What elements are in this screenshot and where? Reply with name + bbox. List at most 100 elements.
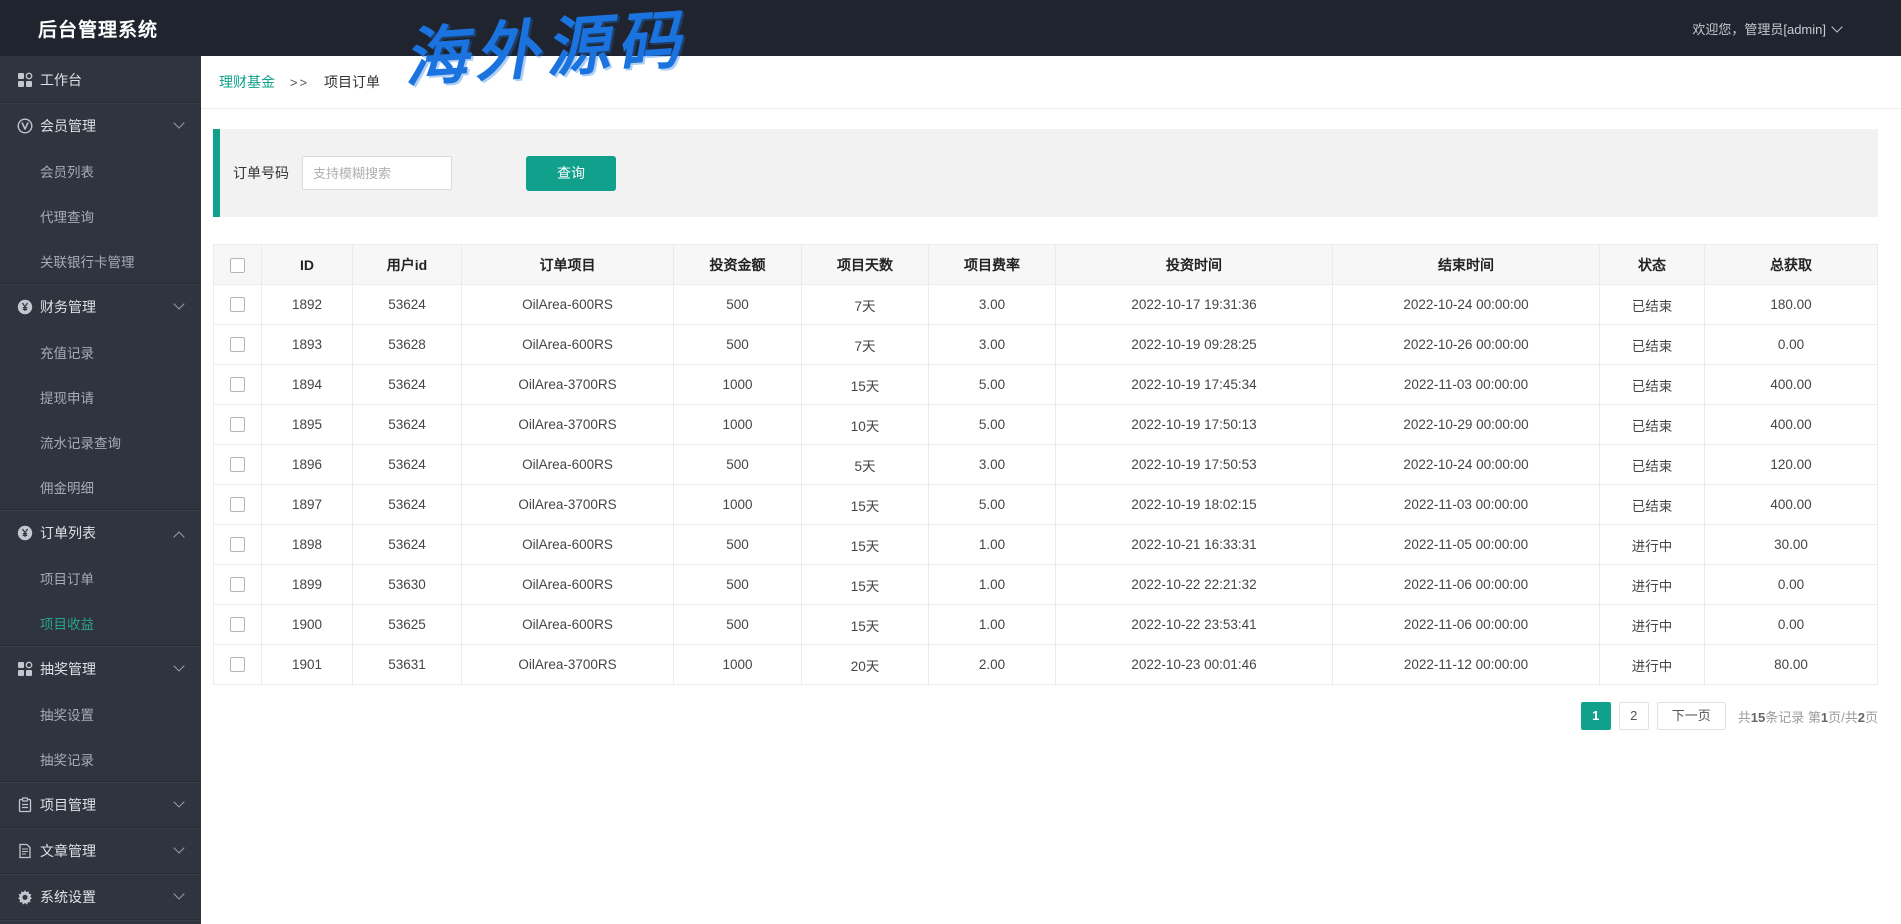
table-cell: 500 (673, 324, 802, 365)
clipboard-icon (17, 796, 40, 813)
sidebar-item-label: 代理查询 (40, 209, 94, 225)
table-cell: 15天 (801, 484, 929, 525)
table-cell: 53625 (352, 604, 462, 645)
sidebar-item-label: 财务管理 (40, 298, 96, 315)
checkbox-cell (213, 604, 262, 645)
sidebar-item-label: 提现申请 (40, 390, 94, 406)
sidebar-item-flow-record-query[interactable]: 流水记录查询 (0, 419, 201, 464)
sidebar-item-project-management[interactable]: 项目管理 (0, 782, 201, 827)
chevron-down-icon (173, 842, 185, 854)
table-cell: 0.00 (1704, 324, 1878, 365)
sidebar-item-label: 抽奖管理 (40, 660, 96, 677)
column-header: 订单项目 (461, 244, 674, 285)
checkbox-cell (213, 324, 262, 365)
sidebar-item-label: 抽奖设置 (40, 707, 94, 723)
orders-table: ID 用户id 订单项目 投资金额 项目天数 项目费率 投资时间 结束时间 状态 总获取 1892… (213, 244, 1878, 685)
sidebar-item-lottery-settings[interactable]: 抽奖设置 (0, 691, 201, 736)
grid-icon (17, 661, 40, 677)
row-checkbox[interactable] (230, 657, 245, 673)
table-cell: 53624 (352, 524, 462, 565)
checkbox-cell (213, 404, 262, 445)
table-cell: 400.00 (1704, 404, 1878, 445)
next-page-button[interactable]: 下一页 (1656, 702, 1726, 730)
table-cell: 0.00 (1704, 604, 1878, 645)
table-cell: 500 (673, 444, 802, 485)
row-checkbox[interactable] (230, 377, 245, 393)
table-cell: 进行中 (1599, 564, 1705, 605)
table-cell: 2022-11-06 00:00:00 (1332, 604, 1600, 645)
chevron-down-icon (1831, 20, 1843, 33)
table-cell: 1894 (261, 364, 353, 405)
sidebar-item-linked-bank-card-management[interactable]: 关联银行卡管理 (0, 238, 201, 283)
pagination: 1 2 下一页 共15条记录 第1页/共2页 (201, 702, 1878, 730)
sidebar-item-project-orders[interactable]: 项目订单 (0, 555, 201, 600)
table-cell: 30.00 (1704, 524, 1878, 565)
row-checkbox[interactable] (230, 537, 245, 553)
table-cell: 7天 (801, 284, 929, 325)
search-panel: 订单号码 查询 (213, 129, 1878, 217)
table-row: 1892 53624 OilArea-600RS 500 7天 3.00 2022-10-1… (213, 284, 1878, 325)
breadcrumb-separator: >> (289, 75, 310, 90)
row-checkbox[interactable] (230, 577, 245, 593)
sidebar-item-project-earnings[interactable]: 项目收益 (0, 600, 201, 645)
table-row: 1900 53625 OilArea-600RS 500 15天 1.00 2022-10-… (213, 604, 1878, 645)
table-row: 1896 53624 OilArea-600RS 500 5天 3.00 2022-10-1… (213, 444, 1878, 485)
table-cell: OilArea-3700RS (461, 404, 674, 445)
sidebar-group: 项目管理 (0, 782, 201, 828)
row-checkbox[interactable] (230, 497, 245, 513)
sidebar-item-agent-query[interactable]: 代理查询 (0, 193, 201, 238)
sidebar-item-workbench[interactable]: 工作台 (0, 57, 201, 102)
row-checkbox[interactable] (230, 457, 245, 473)
row-checkbox[interactable] (230, 337, 245, 353)
sidebar-item-member-list[interactable]: 会员列表 (0, 148, 201, 193)
column-header: 项目费率 (928, 244, 1056, 285)
sidebar-item-article-management[interactable]: 文章管理 (0, 828, 201, 873)
table-cell: 15天 (801, 524, 929, 565)
row-checkbox[interactable] (230, 417, 245, 433)
sidebar-item-withdrawal-requests[interactable]: 提现申请 (0, 374, 201, 419)
query-button[interactable]: 查询 (526, 155, 616, 191)
table-cell: 1.00 (928, 604, 1056, 645)
order-number-label: 订单号码 (233, 165, 289, 181)
table-cell: OilArea-600RS (461, 444, 674, 485)
sidebar-item-label: 文章管理 (40, 842, 96, 859)
table-cell: 1000 (673, 644, 802, 685)
table-cell: 20天 (801, 644, 929, 685)
yen-circle-icon (17, 299, 40, 315)
sidebar-item-member-management[interactable]: 会员管理 (0, 103, 201, 148)
sidebar-item-recharge-records[interactable]: 充值记录 (0, 329, 201, 374)
order-number-input[interactable] (302, 156, 452, 190)
checkbox-cell (213, 364, 262, 405)
sidebar-item-order-list[interactable]: 订单列表 (0, 510, 201, 555)
page-button-2[interactable]: 2 (1618, 702, 1649, 730)
table-row: 1898 53624 OilArea-600RS 500 15天 1.00 2022-10-… (213, 524, 1878, 565)
sidebar-item-commission-details[interactable]: 佣金明细 (0, 464, 201, 509)
table-cell: 1898 (261, 524, 353, 565)
select-all-checkbox[interactable] (230, 257, 245, 273)
sidebar-item-lottery-records[interactable]: 抽奖记录 (0, 736, 201, 781)
v-circle-icon (17, 117, 40, 134)
sidebar-group: 系统设置 (0, 874, 201, 920)
sidebar-item-finance-management[interactable]: 财务管理 (0, 284, 201, 329)
top-header-bar: 后台管理系统 欢迎您，管理员[admin] (0, 0, 1901, 56)
table-cell: 400.00 (1704, 364, 1878, 405)
row-checkbox[interactable] (230, 617, 245, 633)
sidebar-group: 文章管理 (0, 828, 201, 874)
sidebar-group: 工作台 (0, 57, 201, 103)
document-icon (17, 843, 40, 859)
breadcrumb-parent-link[interactable]: 理财基金 (219, 74, 275, 90)
table-cell: 已结束 (1599, 404, 1705, 445)
row-checkbox[interactable] (230, 297, 245, 313)
page-button-1[interactable]: 1 (1580, 702, 1611, 730)
sidebar-item-label: 工作台 (40, 71, 82, 88)
sidebar-item-label: 会员管理 (40, 117, 96, 134)
table-cell: 15天 (801, 564, 929, 605)
table-row: 1893 53628 OilArea-600RS 500 7天 3.00 2022-10-1… (213, 324, 1878, 365)
user-menu[interactable]: 欢迎您，管理员[admin] (1692, 19, 1843, 38)
table-cell: 0.00 (1704, 564, 1878, 605)
table-cell: 5.00 (928, 484, 1056, 525)
sidebar-item-system-settings[interactable]: 系统设置 (0, 874, 201, 919)
table-cell: 53624 (352, 364, 462, 405)
sidebar-item-lottery-management[interactable]: 抽奖管理 (0, 646, 201, 691)
